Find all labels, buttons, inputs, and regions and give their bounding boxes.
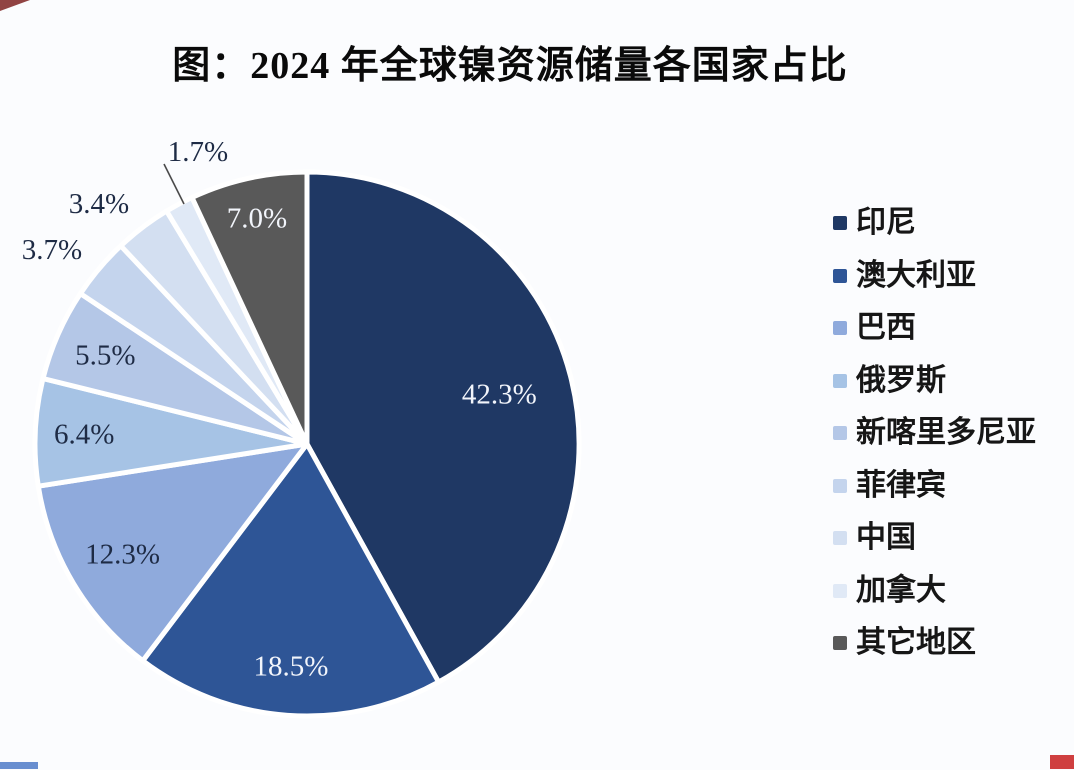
pie-slice-2 — [140, 441, 442, 719]
slice-value-label: 42.3% — [462, 378, 537, 410]
legend-marker — [833, 583, 847, 598]
legend-item-4: 俄罗斯 — [833, 364, 1036, 398]
pie-slice-1 — [304, 169, 582, 685]
legend-item-9: 其它地区 — [833, 626, 1036, 660]
legend-item-6: 菲律宾 — [833, 469, 1036, 503]
slice-value-label: 18.5% — [254, 651, 329, 683]
legend-label: 菲律宾 — [856, 468, 946, 502]
label-leader-line — [163, 163, 185, 205]
legend-label: 巴西 — [856, 311, 916, 344]
slice-value-label: 12.3% — [85, 538, 160, 570]
chart-title: 图：2024 年全球镍资源储量各国家占比 — [172, 45, 848, 87]
legend-label: 加拿大 — [856, 573, 946, 607]
legend-item-2: 澳大利亚 — [833, 259, 1036, 293]
slice-value-label: 5.5% — [75, 339, 135, 371]
legend-label: 新喀里多尼亚 — [856, 416, 1036, 449]
legend-item-8: 加拿大 — [833, 574, 1036, 608]
legend-item-1: 印尼 — [833, 206, 1036, 240]
legend-item-3: 巴西 — [833, 311, 1036, 345]
pie-slice-9 — [189, 169, 310, 447]
pie-slice-3 — [35, 441, 310, 664]
slice-value-label: 6.4% — [54, 418, 114, 450]
legend-marker — [833, 216, 847, 230]
slice-value-label: 3.4% — [69, 188, 129, 220]
legend-marker — [833, 478, 847, 493]
legend-label: 其它地区 — [856, 626, 976, 659]
legend-label: 俄罗斯 — [856, 363, 946, 397]
corner-mark-top-left — [0, 0, 30, 11]
legend-marker — [833, 636, 847, 650]
legend-marker — [833, 531, 847, 545]
legend-marker — [833, 373, 847, 388]
legend-marker — [833, 321, 847, 335]
slice-value-label: 3.7% — [22, 234, 82, 266]
legend-marker — [833, 426, 847, 440]
corner-mark-bottom-right — [1050, 755, 1074, 769]
legend-label: 中国 — [856, 521, 916, 554]
corner-mark-bottom-left — [0, 762, 38, 769]
legend-label: 印尼 — [856, 206, 916, 239]
legend-label: 澳大利亚 — [856, 258, 976, 292]
legend-marker — [833, 268, 847, 283]
legend-item-5: 新喀里多尼亚 — [833, 416, 1036, 450]
slice-value-label: 7.0% — [227, 202, 287, 234]
chart-legend: 印尼澳大利亚巴西俄罗斯新喀里多尼亚 菲律宾中国加拿大其它地区 — [833, 206, 1036, 660]
slice-value-label: 1.7% — [168, 136, 228, 168]
legend-item-7: 中国 — [833, 521, 1036, 555]
